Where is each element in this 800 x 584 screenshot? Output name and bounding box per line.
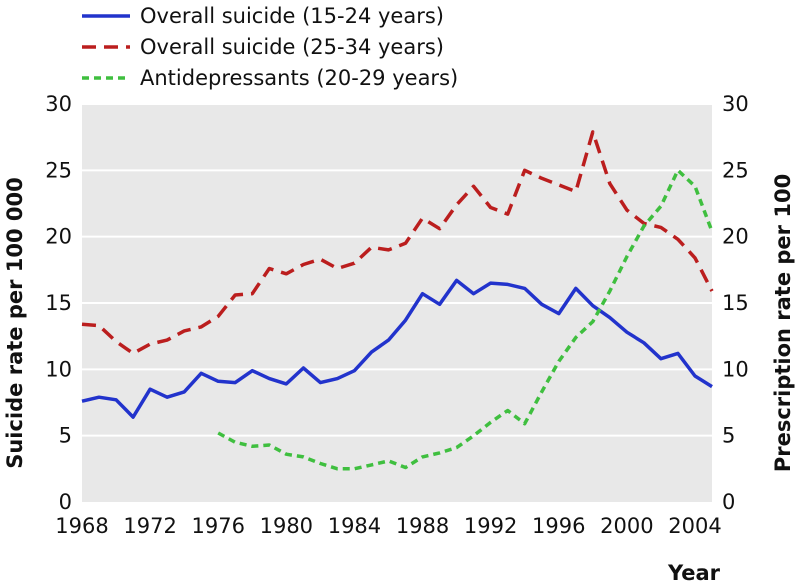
- series-line-1: [81, 278, 713, 419]
- y-axis-title: Suicide rate per 100 000: [3, 177, 27, 469]
- x-tick-label: 2000: [600, 514, 653, 538]
- series-line-2: [81, 130, 714, 356]
- y2-tick-label: 5: [722, 424, 735, 448]
- x-tick-label: 1976: [191, 514, 244, 538]
- series-line-3: [217, 168, 714, 471]
- y2-tick-label: 25: [722, 158, 749, 182]
- y-tick-label: 25: [45, 158, 72, 182]
- y-tick-label: 0: [59, 490, 72, 514]
- y-tick-label: 10: [45, 357, 72, 381]
- y2-tick-label: 0: [722, 490, 735, 514]
- x-tick-label: 1988: [396, 514, 449, 538]
- x-tick-label: 2004: [668, 514, 721, 538]
- x-tick-label: 1996: [532, 514, 585, 538]
- y2-tick-label: 20: [722, 225, 749, 249]
- x-tick-label: 1984: [328, 514, 381, 538]
- y-tick-label: 5: [59, 424, 72, 448]
- tick-labels: 0 0 5 5 10 10 15 15 20 20 25 25 30 30 1968 1972 1976 1980…: [45, 92, 748, 538]
- x-tick-label: 1992: [464, 514, 517, 538]
- legend-label-1: Overall suicide (15-24 years): [140, 4, 444, 28]
- y-tick-label: 15: [45, 291, 72, 315]
- legend-label-2: Overall suicide (25-34 years): [140, 35, 444, 59]
- x-tick-label: 1980: [260, 514, 313, 538]
- y-tick-label: 20: [45, 225, 72, 249]
- y2-tick-label: 10: [722, 357, 749, 381]
- series-group: [81, 130, 714, 471]
- legend: Overall suicide (15-24 years) Overall sui…: [82, 4, 458, 90]
- x-tick-label: 1968: [55, 514, 108, 538]
- y2-tick-label: 15: [722, 291, 749, 315]
- x-axis-title: Year: [667, 561, 721, 584]
- legend-label-3: Antidepressants (20-29 years): [140, 66, 458, 90]
- y2-axis-title: Prescription rate per 100: [771, 174, 795, 472]
- x-tick-label: 1972: [123, 514, 176, 538]
- y2-tick-label: 30: [722, 92, 749, 116]
- y-tick-label: 30: [45, 92, 72, 116]
